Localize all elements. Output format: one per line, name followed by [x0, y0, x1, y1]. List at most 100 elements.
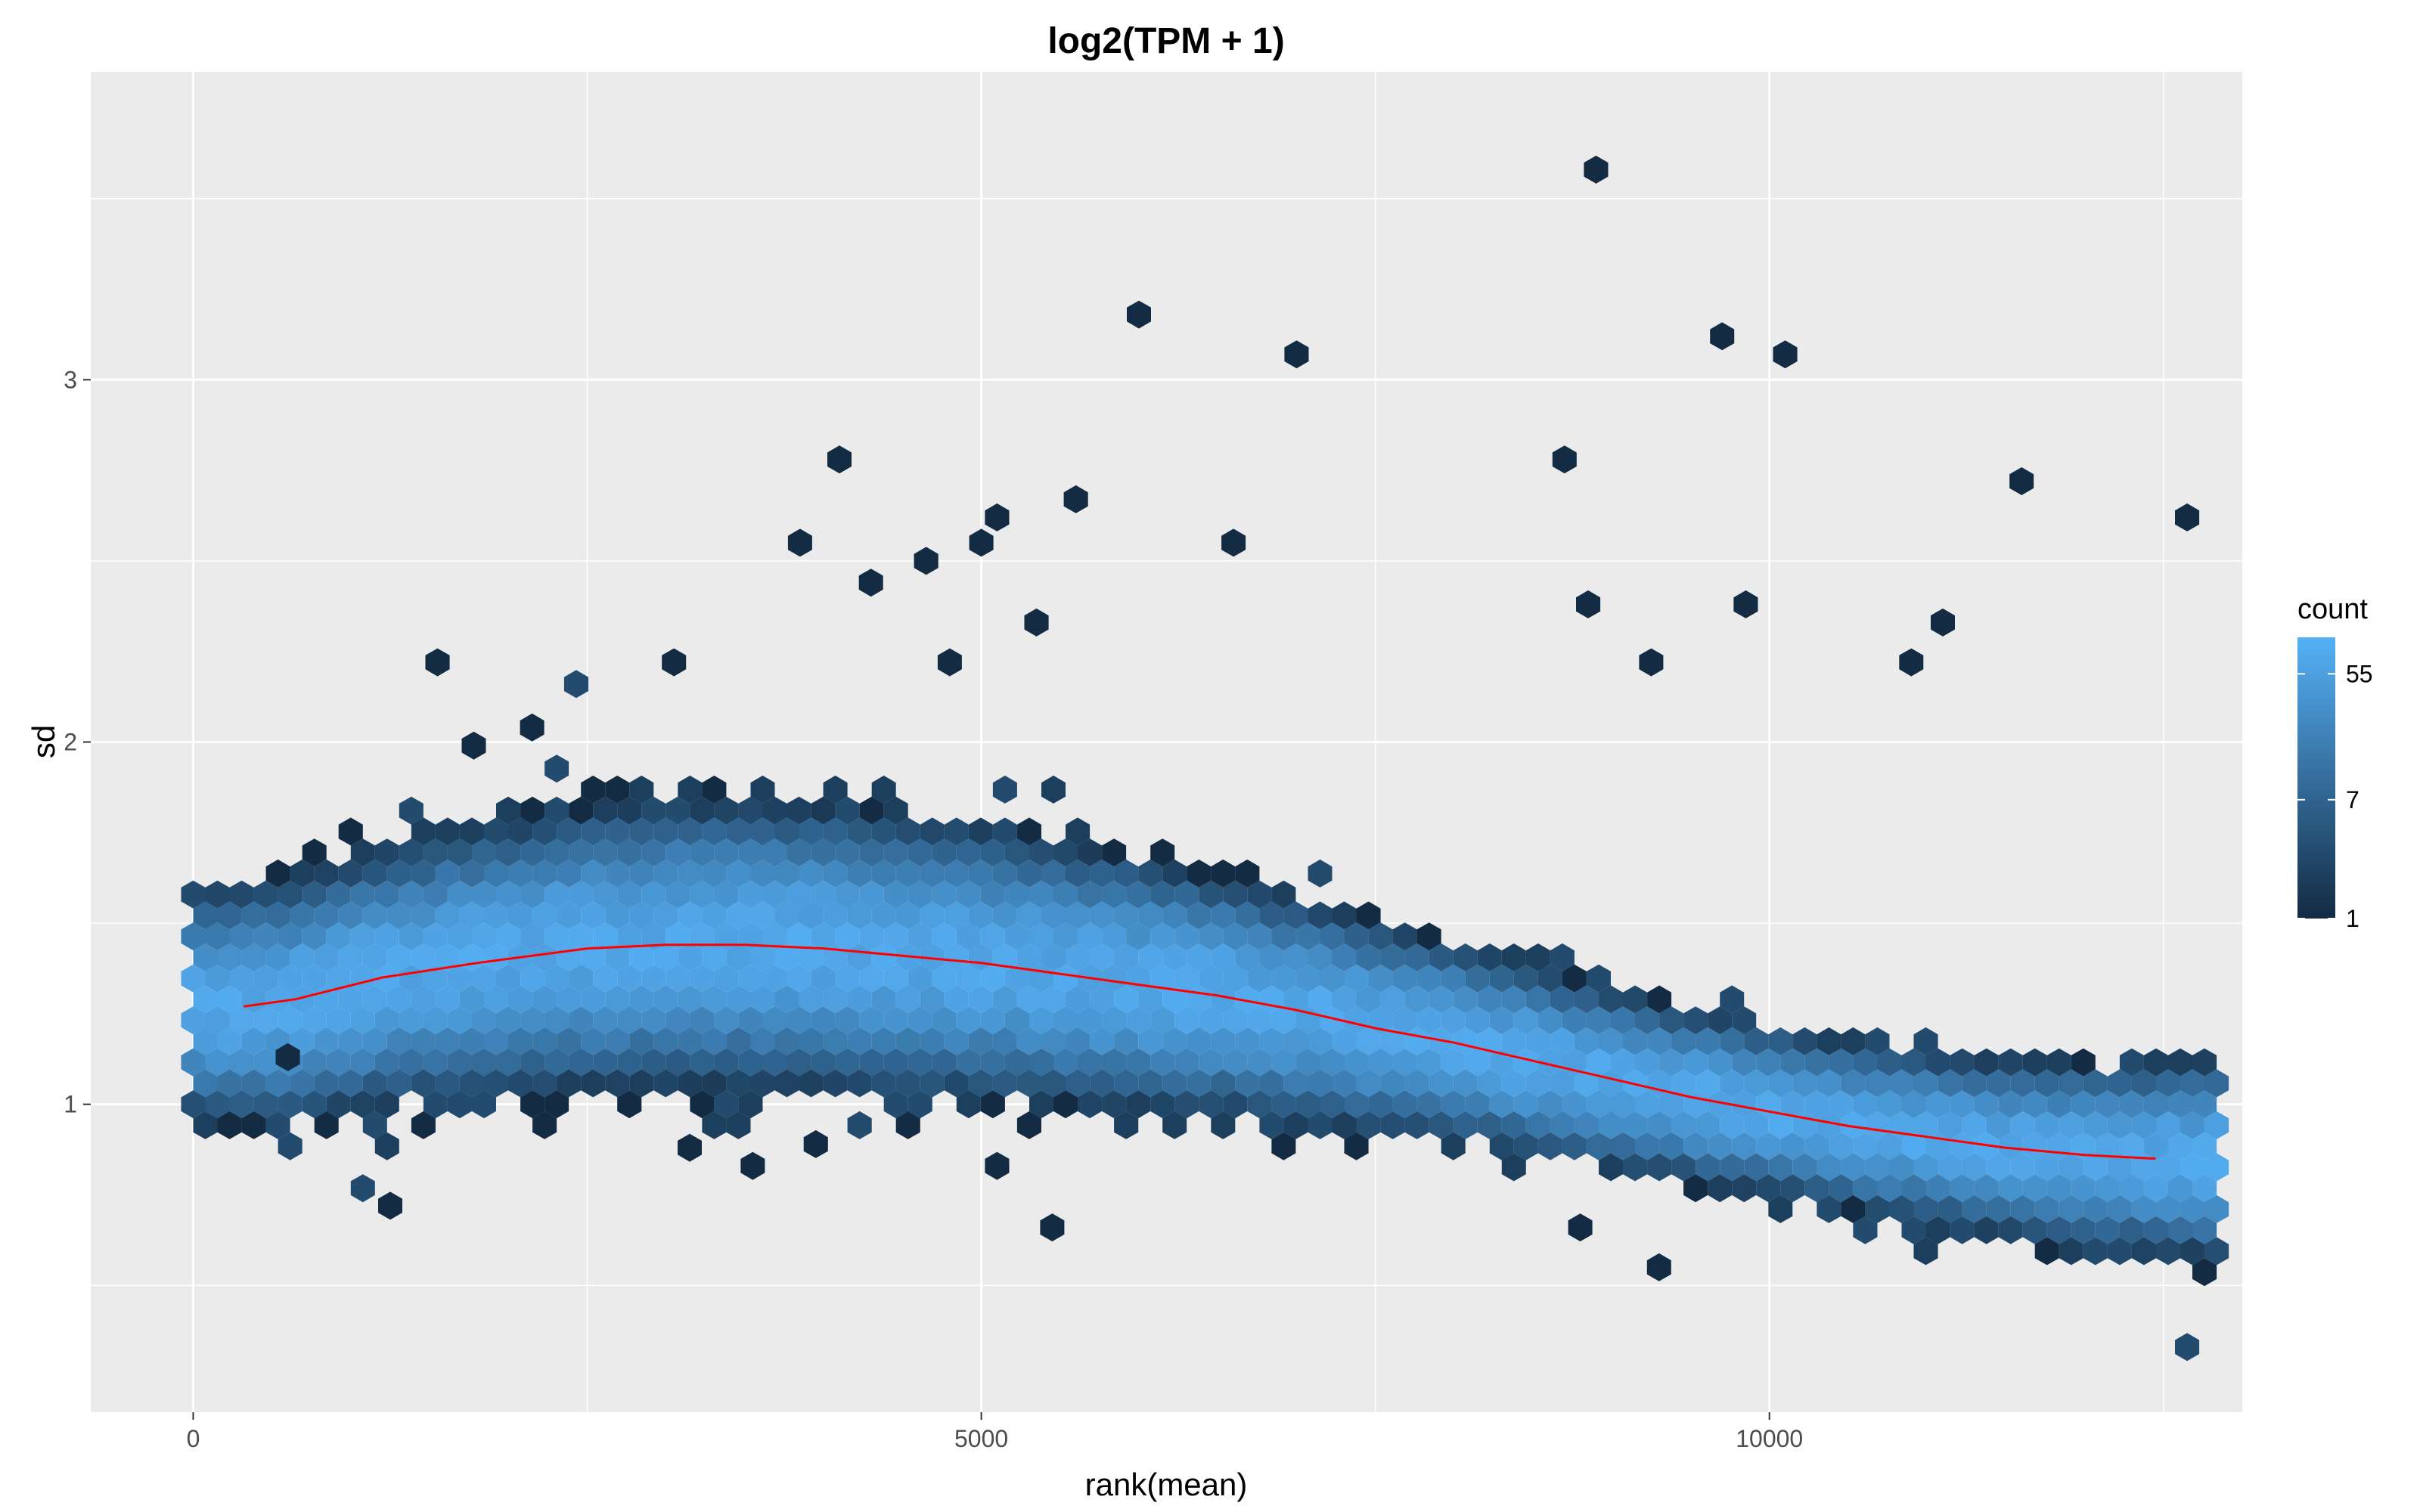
hex-cell-299 [653, 943, 678, 971]
hex-cell-468 [423, 1006, 448, 1035]
hex-cell-171 [1102, 880, 1127, 909]
hex-cell-945 [2107, 1153, 2132, 1182]
hex-cell-857 [1477, 1111, 1502, 1139]
hex-cell-955 [1780, 1174, 1805, 1203]
hex-cell-998 [2046, 1216, 2071, 1244]
hex-cell-452 [1550, 985, 1575, 1014]
hex-cell-493 [1029, 1006, 1053, 1035]
hex-cell-475 [593, 1006, 618, 1035]
hex-cell-812 [1732, 1090, 1757, 1119]
hex-cell-578 [1525, 1027, 1550, 1055]
hex-cell-904 [1756, 1132, 1781, 1160]
hex-cell-860 [1550, 1111, 1575, 1139]
hex-cell-844 [1016, 1111, 1041, 1139]
hex-cell-414 [629, 985, 654, 1014]
hex-cell-646 [1441, 1048, 1466, 1077]
hex-cell-927 [1671, 1153, 1696, 1182]
hex-cell-599 [302, 1048, 327, 1077]
hex-cell-861 [1574, 1111, 1599, 1139]
hex-cell-665 [1901, 1048, 1926, 1077]
hex-cell-237 [399, 922, 424, 951]
hex-cell-853 [1380, 1111, 1405, 1139]
hex-cell-145 [472, 880, 496, 909]
legend-label-1: 7 [2346, 786, 2360, 813]
hex-cell-859 [1525, 1111, 1550, 1139]
hex-cell-365 [859, 964, 884, 993]
hex-cell-427 [944, 985, 969, 1014]
hex-cell-465 [350, 1006, 375, 1035]
hex-cell-40 [653, 817, 678, 846]
hex-cell-764 [253, 1090, 278, 1119]
hex-cell-801 [1465, 1090, 1490, 1119]
hex-cell-35 [532, 817, 557, 846]
hex-outlier-4 [1773, 340, 1798, 369]
hex-cell-690 [508, 1069, 533, 1098]
hex-cell-83 [956, 838, 981, 867]
hex-cell-501 [1223, 1006, 1248, 1035]
hex-cell-52 [944, 817, 969, 846]
hex-cell-399 [265, 985, 290, 1014]
hex-cell-547 [774, 1027, 799, 1055]
hex-cell-383 [1295, 964, 1320, 993]
hex-cell-592 [1865, 1027, 1890, 1055]
hex-cell-746 [1865, 1069, 1890, 1098]
hex-cell-95 [362, 859, 387, 888]
hex-cell-512 [1489, 1006, 1514, 1035]
hex-cell-212 [992, 901, 1017, 930]
hex-cell-82 [932, 838, 957, 867]
hex-cell-756 [2107, 1069, 2132, 1098]
hex-cell-36 [557, 817, 582, 846]
hex-cell-935 [1865, 1153, 1890, 1182]
x-axis-ticks: 0 5000 10000 [187, 1412, 1803, 1452]
hex-cell-467 [399, 1006, 424, 1035]
hex-cell-696 [653, 1069, 678, 1098]
hex-cell-509 [1416, 1006, 1441, 1035]
hex-cell-645 [1416, 1048, 1441, 1077]
hex-cell-217 [1114, 901, 1139, 930]
hex-cell-273 [1271, 922, 1296, 951]
hex-cell-676 [2192, 1048, 2217, 1077]
hex-cell-550 [847, 1027, 872, 1055]
hex-cell-701 [774, 1069, 799, 1098]
hex-cell-104 [581, 859, 606, 888]
hex-cell-340 [253, 964, 278, 993]
hex-cell-431 [1041, 985, 1066, 1014]
hex-cell-446 [1404, 985, 1429, 1014]
hex-cell-1009 [2107, 1237, 2132, 1266]
hex-cell-202 [750, 901, 775, 930]
hex-cell-498 [1150, 1006, 1175, 1035]
hex-cell-607 [496, 1048, 521, 1077]
hex-cell-58 [350, 838, 375, 867]
hex-cell-919 [2119, 1132, 2144, 1160]
hex-cell-495 [1078, 1006, 1103, 1035]
hex-cell-239 [447, 922, 472, 951]
hex-cell-174 [1174, 880, 1199, 909]
hex-cell-585 [1696, 1027, 1720, 1055]
hex-cell-119 [944, 859, 969, 888]
hex-cell-420 [774, 985, 799, 1014]
hex-cell-761 [181, 1090, 206, 1119]
hex-cell-502 [1247, 1006, 1272, 1035]
hex-cell-343 [326, 964, 351, 993]
hex-cell-264 [1053, 922, 1078, 951]
hex-cell-804 [1537, 1090, 1562, 1119]
hex-cell-653 [1611, 1048, 1635, 1077]
hex-cell-943 [2059, 1153, 2083, 1182]
hex-cell-272 [1247, 922, 1272, 951]
hex-cell-545 [726, 1027, 751, 1055]
hex-cell-146 [496, 880, 521, 909]
hex-cell-530 [362, 1027, 387, 1055]
hex-cell-235 [350, 922, 375, 951]
hex-cell-438 [1211, 985, 1236, 1014]
hex-cell-727 [1404, 1069, 1429, 1098]
hex-cell-12 [496, 796, 521, 825]
hex-cell-448 [1453, 985, 1478, 1014]
hex-cell-805 [1562, 1090, 1587, 1119]
hex-cell-47 [823, 817, 848, 846]
hex-cell-204 [799, 901, 824, 930]
hex-cell-786 [1102, 1090, 1127, 1119]
hex-cell-45 [774, 817, 799, 846]
hex-cell-778 [738, 1090, 763, 1119]
hex-cell-1011 [2156, 1237, 2180, 1266]
